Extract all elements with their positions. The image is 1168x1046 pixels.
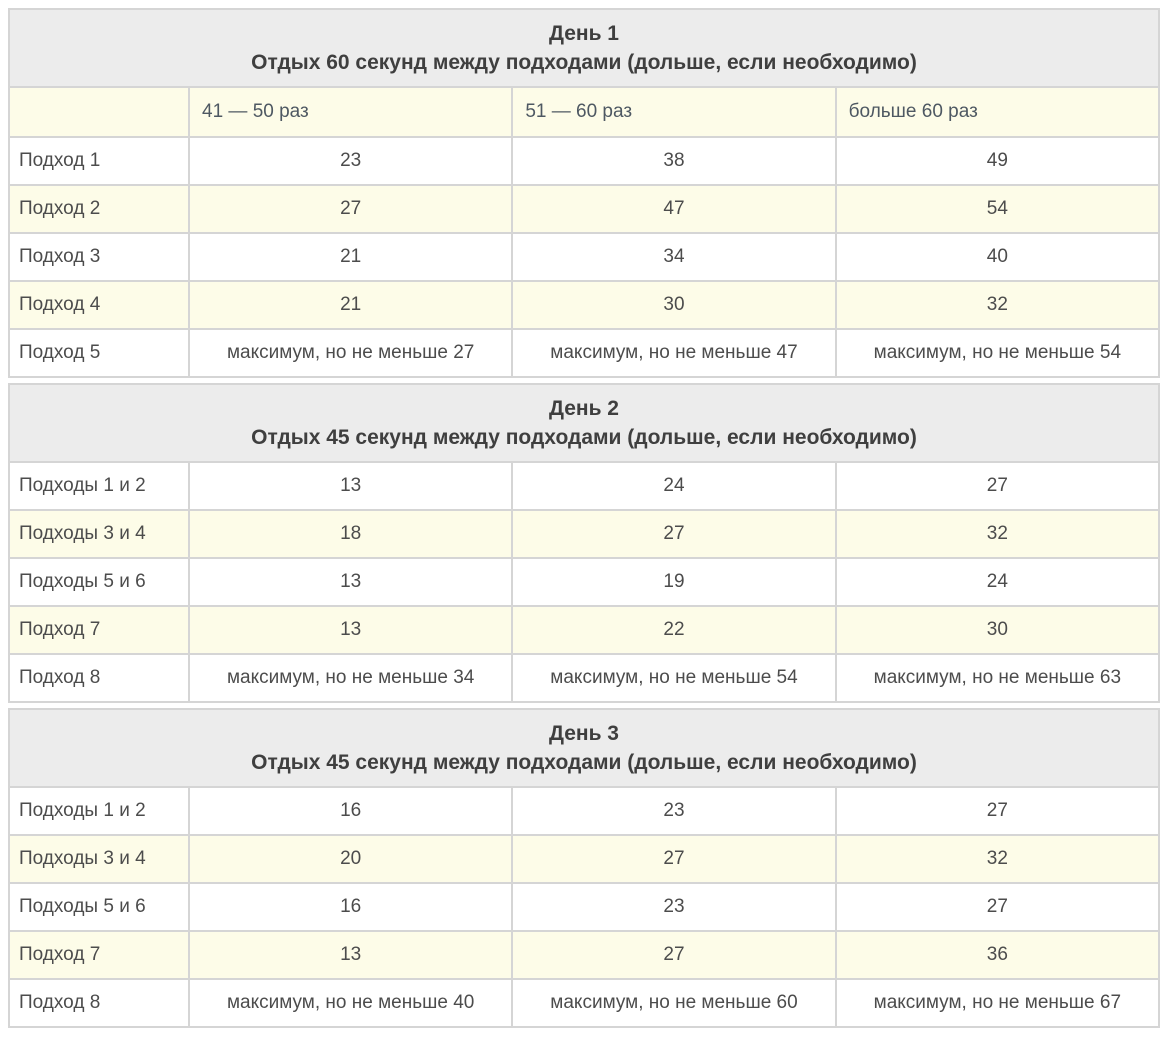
column-header-51-60: 51 — 60 раз <box>511 86 837 138</box>
row-label: Подход 8 <box>8 978 190 1028</box>
row-label: Подход 8 <box>8 653 190 703</box>
value-cell: 23 <box>511 882 837 932</box>
column-header-row: 41 — 50 раз 51 — 60 раз больше 60 раз <box>8 86 1161 138</box>
value-cell: 54 <box>834 184 1161 234</box>
value-cell: 27 <box>834 882 1161 932</box>
day-3-header-row: День 3 Отдых 45 секунд между подходами (… <box>8 708 1160 788</box>
day-title: День 1 <box>548 22 619 45</box>
row-label: Подход 7 <box>8 605 190 655</box>
day-3-table: День 3 Отдых 45 секунд между подходами (… <box>8 708 1161 1028</box>
value-cell: максимум, но не меньше 54 <box>511 653 837 703</box>
table-row: Подход 8 максимум, но не меньше 40 макси… <box>8 978 1161 1028</box>
value-cell: 30 <box>834 605 1161 655</box>
value-cell: 13 <box>187 461 514 511</box>
value-cell: 16 <box>187 882 514 932</box>
row-label: Подходы 3 и 4 <box>8 834 190 884</box>
value-cell: 32 <box>834 509 1161 559</box>
value-cell: 18 <box>187 509 514 559</box>
column-header-over-60: больше 60 раз <box>834 86 1161 138</box>
day-2-header-cell: День 2 Отдых 45 секунд между подходами (… <box>8 383 1160 463</box>
table-row: Подход 5 максимум, но не меньше 27 макси… <box>8 328 1161 378</box>
day-2-header-row: День 2 Отдых 45 секунд между подходами (… <box>8 383 1160 463</box>
row-label: Подход 2 <box>8 184 190 234</box>
table-row: Подходы 1 и 2 16 23 27 <box>8 786 1161 836</box>
value-cell: 13 <box>187 557 514 607</box>
row-label: Подходы 1 и 2 <box>8 786 190 836</box>
value-cell: 30 <box>511 280 837 330</box>
value-cell: 21 <box>187 280 514 330</box>
row-label: Подходы 1 и 2 <box>8 461 190 511</box>
value-cell: 32 <box>834 834 1161 884</box>
table-row: Подход 4 21 30 32 <box>8 280 1161 330</box>
table-row: Подход 7 13 27 36 <box>8 930 1161 980</box>
table-row: Подход 1 23 38 49 <box>8 136 1161 186</box>
row-label: Подходы 5 и 6 <box>8 557 190 607</box>
day-2-table: День 2 Отдых 45 секунд между подходами (… <box>8 383 1161 703</box>
row-label: Подход 1 <box>8 136 190 186</box>
day-3-header-cell: День 3 Отдых 45 секунд между подходами (… <box>8 708 1160 788</box>
row-label: Подход 3 <box>8 232 190 282</box>
value-cell: 13 <box>187 605 514 655</box>
row-label: Подход 7 <box>8 930 190 980</box>
value-cell: максимум, но не меньше 40 <box>187 978 514 1028</box>
value-cell: 27 <box>511 834 837 884</box>
value-cell: максимум, но не меньше 60 <box>511 978 837 1028</box>
value-cell: 47 <box>511 184 837 234</box>
day-1-header-row: День 1 Отдых 60 секунд между подходами (… <box>8 8 1160 88</box>
value-cell: 27 <box>834 786 1161 836</box>
day-1-table: День 1 Отдых 60 секунд между подходами (… <box>8 8 1161 378</box>
table-row: Подход 3 21 34 40 <box>8 232 1161 282</box>
value-cell: 22 <box>511 605 837 655</box>
day-title: День 2 <box>548 397 619 420</box>
table-row: Подходы 5 и 6 16 23 27 <box>8 882 1161 932</box>
day-title: День 3 <box>548 722 619 745</box>
value-cell: 40 <box>834 232 1161 282</box>
value-cell: 34 <box>511 232 837 282</box>
table-row: Подход 2 27 47 54 <box>8 184 1161 234</box>
value-cell: 21 <box>187 232 514 282</box>
value-cell: максимум, но не меньше 63 <box>834 653 1161 703</box>
day-subtitle: Отдых 60 секунд между подходами (дольше,… <box>251 51 917 74</box>
value-cell: 24 <box>511 461 837 511</box>
table-row: Подходы 3 и 4 20 27 32 <box>8 834 1161 884</box>
value-cell: 20 <box>187 834 514 884</box>
value-cell: максимум, но не меньше 47 <box>511 328 837 378</box>
day-1-header-cell: День 1 Отдых 60 секунд между подходами (… <box>8 8 1160 88</box>
column-header-41-50: 41 — 50 раз <box>187 86 514 138</box>
value-cell: максимум, но не меньше 67 <box>834 978 1161 1028</box>
value-cell: 27 <box>511 509 837 559</box>
value-cell: 49 <box>834 136 1161 186</box>
value-cell: 27 <box>187 184 514 234</box>
value-cell: максимум, но не меньше 34 <box>187 653 514 703</box>
column-header-empty <box>8 86 190 138</box>
value-cell: 23 <box>187 136 514 186</box>
value-cell: 32 <box>834 280 1161 330</box>
value-cell: 27 <box>511 930 837 980</box>
value-cell: 13 <box>187 930 514 980</box>
day-subtitle: Отдых 45 секунд между подходами (дольше,… <box>251 426 917 449</box>
value-cell: 36 <box>834 930 1161 980</box>
value-cell: 16 <box>187 786 514 836</box>
value-cell: 23 <box>511 786 837 836</box>
day-subtitle: Отдых 45 секунд между подходами (дольше,… <box>251 751 917 774</box>
table-row: Подход 7 13 22 30 <box>8 605 1161 655</box>
table-row: Подходы 3 и 4 18 27 32 <box>8 509 1161 559</box>
table-row: Подходы 1 и 2 13 24 27 <box>8 461 1161 511</box>
table-row: Подход 8 максимум, но не меньше 34 макси… <box>8 653 1161 703</box>
value-cell: 19 <box>511 557 837 607</box>
row-label: Подходы 5 и 6 <box>8 882 190 932</box>
table-row: Подходы 5 и 6 13 19 24 <box>8 557 1161 607</box>
row-label: Подходы 3 и 4 <box>8 509 190 559</box>
value-cell: максимум, но не меньше 27 <box>187 328 514 378</box>
row-label: Подход 5 <box>8 328 190 378</box>
value-cell: 24 <box>834 557 1161 607</box>
value-cell: максимум, но не меньше 54 <box>834 328 1161 378</box>
value-cell: 38 <box>511 136 837 186</box>
value-cell: 27 <box>834 461 1161 511</box>
row-label: Подход 4 <box>8 280 190 330</box>
